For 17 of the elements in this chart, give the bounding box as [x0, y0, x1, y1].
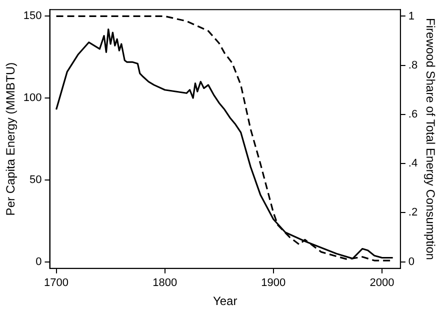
y2-tick-label: 0 — [408, 256, 415, 268]
y2-tick-label: .6 — [408, 108, 418, 120]
y2-tick-label: .8 — [408, 59, 418, 72]
x-tick-label: 1800 — [152, 277, 178, 290]
y-tick-label: 50 — [30, 174, 42, 186]
y-tick-label: 0 — [36, 256, 42, 268]
x-tick-label: 1700 — [44, 277, 69, 290]
y-axis-title: Per Capita Energy (MMBTU) — [4, 62, 18, 216]
y2-axis-title: Firewood Share of Total Energy Consumption — [423, 18, 438, 260]
y2-tick-label: .4 — [408, 158, 418, 170]
y-tick-label: 150 — [23, 10, 42, 22]
x-tick-label: 2000 — [370, 277, 394, 290]
y2-tick-label: .2 — [408, 206, 418, 219]
x-tick-label: 1900 — [261, 277, 286, 290]
y-tick-label: 100 — [23, 92, 42, 104]
y2-tick-label: 1 — [408, 10, 415, 22]
x-axis-title: Year — [212, 294, 238, 308]
